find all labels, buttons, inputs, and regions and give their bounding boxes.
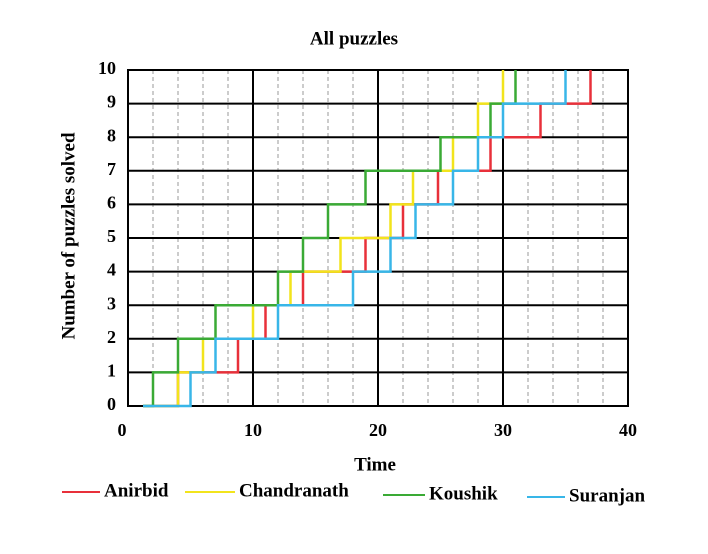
legend-label: Anirbid	[104, 480, 169, 501]
y-tick-label: 2	[107, 327, 116, 347]
series-line	[143, 70, 567, 408]
legend-label: Chandranath	[239, 480, 349, 501]
y-tick-label: 7	[107, 159, 116, 179]
y-tick-label: 0	[107, 394, 116, 414]
y-tick-label: 4	[107, 260, 116, 280]
legend-label: Koushik	[429, 483, 498, 504]
y-tick-label: 1	[107, 361, 116, 381]
legend-label: Suranjan	[569, 485, 645, 506]
plot-frame	[127, 69, 629, 407]
x-tick-label: 30	[494, 420, 512, 440]
x-tick-label: 10	[244, 420, 262, 440]
y-tick-label: 6	[107, 193, 116, 213]
x-tick-label: 0	[118, 420, 127, 440]
y-axis-label: Number of puzzles solved	[58, 132, 79, 339]
chart-title: All puzzles	[310, 28, 398, 49]
y-tick-label: 8	[107, 125, 116, 145]
y-tick-label: 10	[98, 58, 116, 78]
y-tick-label: 3	[107, 293, 116, 313]
series-line	[143, 70, 517, 408]
x-tick-label: 40	[619, 420, 637, 440]
x-tick-label: 20	[369, 420, 387, 440]
x-axis-label: Time	[354, 454, 396, 475]
y-tick-label: 9	[107, 92, 116, 112]
y-tick-label: 5	[107, 226, 116, 246]
